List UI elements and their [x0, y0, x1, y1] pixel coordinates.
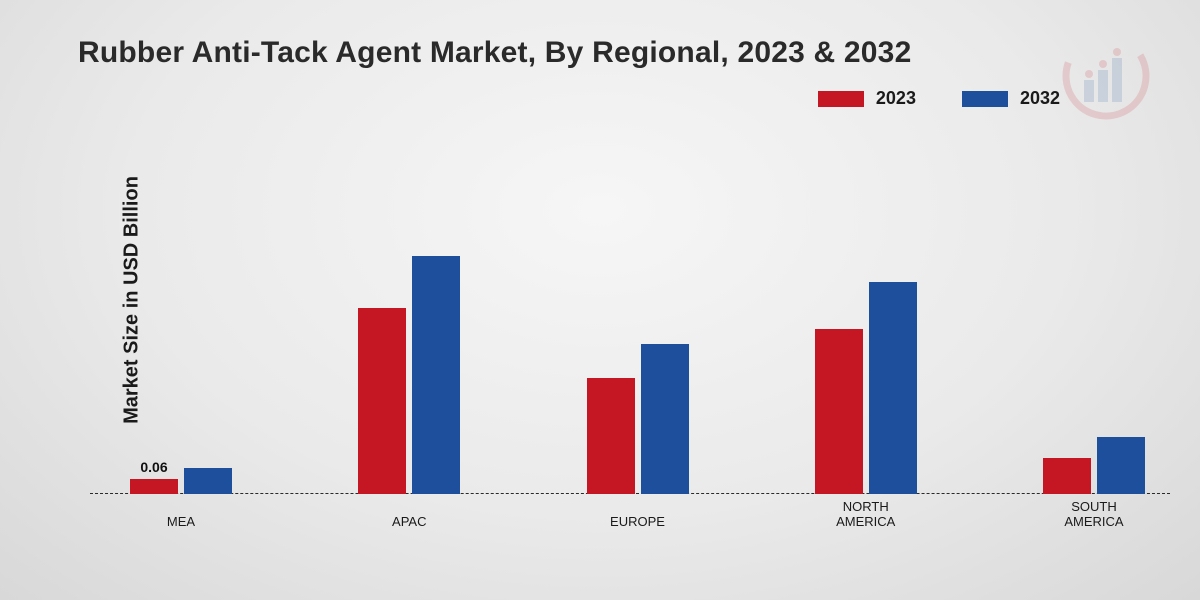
- bar: [1097, 437, 1145, 494]
- x-axis-label: NORTHAMERICA: [806, 500, 926, 530]
- legend: 2023 2032: [818, 88, 1060, 109]
- bar: [358, 308, 406, 494]
- x-axis-label: EUROPE: [578, 515, 698, 530]
- chart-title: Rubber Anti-Tack Agent Market, By Region…: [78, 36, 911, 70]
- legend-item-2032: 2032: [962, 88, 1060, 109]
- bar-group: [358, 256, 460, 494]
- legend-item-2023: 2023: [818, 88, 916, 109]
- bar: [184, 468, 232, 494]
- bar-group: [815, 282, 917, 494]
- x-axis-label: SOUTHAMERICA: [1034, 500, 1154, 530]
- x-axis-label: APAC: [349, 515, 469, 530]
- legend-label-2023: 2023: [876, 88, 916, 109]
- bar: [412, 256, 460, 494]
- bar: [815, 329, 863, 494]
- bar: [1043, 458, 1091, 494]
- bar: [641, 344, 689, 494]
- bar: [869, 282, 917, 494]
- bar-group: [1043, 437, 1145, 494]
- bar: [130, 479, 178, 495]
- plot-area: 0.06MEAAPACEUROPENORTHAMERICASOUTHAMERIC…: [90, 150, 1170, 530]
- legend-label-2032: 2032: [1020, 88, 1060, 109]
- legend-swatch-2023: [818, 91, 864, 107]
- legend-swatch-2032: [962, 91, 1008, 107]
- x-axis-label: MEA: [121, 515, 241, 530]
- bar: [587, 378, 635, 494]
- bar-group: [587, 344, 689, 494]
- bar-group: [130, 468, 232, 494]
